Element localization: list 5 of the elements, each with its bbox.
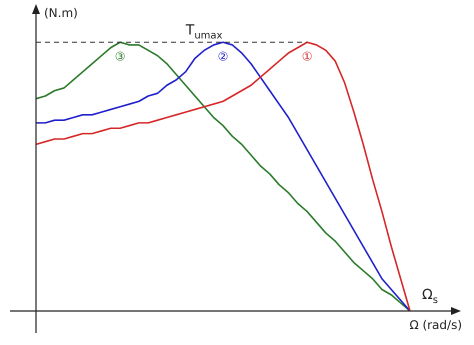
series-label: ① xyxy=(302,49,313,64)
series-label: ② xyxy=(218,49,228,64)
series-label: ③ xyxy=(114,49,126,64)
x-axis-title: Ω (rad/s) xyxy=(409,318,462,332)
y-axis-title: (N.m) xyxy=(44,6,78,20)
